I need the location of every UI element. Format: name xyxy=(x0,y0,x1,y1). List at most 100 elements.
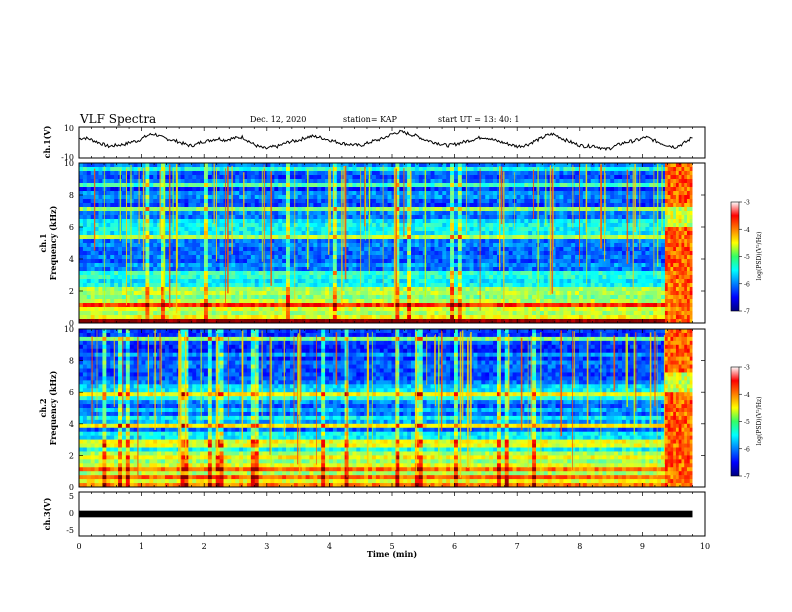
spectrogram-cell xyxy=(493,187,498,192)
spectrogram-cell xyxy=(161,287,166,292)
spectrogram-cell xyxy=(82,219,88,224)
spectrogram-cell xyxy=(204,215,209,220)
spectrogram-cell xyxy=(239,267,244,272)
spectrogram-cell xyxy=(379,247,384,252)
figure-title: VLF Spectra xyxy=(79,112,156,126)
spectrogram-cell xyxy=(329,259,334,264)
spectrogram-cell xyxy=(368,267,373,272)
spectrogram-cell xyxy=(98,267,103,272)
spectrogram-cell xyxy=(141,303,146,308)
spectrogram-cell xyxy=(254,167,259,172)
spectrogram-cell xyxy=(200,187,205,192)
spectrogram-cell xyxy=(204,275,209,280)
spectrogram-cell xyxy=(379,315,384,320)
spectrogram-cell xyxy=(411,179,416,184)
spectrogram-cell xyxy=(164,263,170,268)
spectrogram-cell xyxy=(551,311,556,316)
spectrogram-cell xyxy=(157,279,162,284)
spectrogram-cell xyxy=(137,271,142,276)
spectrogram-cell xyxy=(450,275,455,280)
spectrogram-cell xyxy=(129,187,134,192)
spectrogram-cell xyxy=(485,239,490,244)
spectrogram-cell xyxy=(309,283,314,288)
spectrogram-cell xyxy=(446,183,451,188)
spectrogram-cell xyxy=(258,287,263,292)
spectrogram-cell xyxy=(188,167,193,172)
spectrogram-cell xyxy=(309,175,314,180)
spectrogram-cell xyxy=(516,227,521,232)
spectrogram-cell xyxy=(98,279,103,284)
spectrogram-cell xyxy=(450,227,455,232)
spectrogram-cell xyxy=(79,207,84,212)
spectrogram-cell xyxy=(125,239,131,244)
spectrogram-cell xyxy=(86,235,92,240)
spectrogram-cell xyxy=(270,295,275,300)
spectrogram-cell xyxy=(473,311,478,316)
spectrogram-cell xyxy=(469,187,474,192)
spectrogram-cell xyxy=(442,163,447,168)
spectrogram-cell xyxy=(469,307,474,312)
spectrogram-cell xyxy=(356,179,361,184)
spectrogram-cell xyxy=(211,223,217,228)
spectrogram-cell xyxy=(164,291,170,296)
spectrogram-cell xyxy=(414,215,420,220)
spectrogram-cell xyxy=(282,175,287,180)
spectrogram-cell xyxy=(332,231,338,236)
spectrogram-cell xyxy=(94,279,99,284)
spectrogram-cell xyxy=(368,247,373,252)
spectrogram-cell xyxy=(407,275,412,280)
spectrogram-cell xyxy=(547,295,552,300)
spectrogram-cell xyxy=(157,215,162,220)
spectrogram-cell xyxy=(309,271,314,276)
spectrogram-cell xyxy=(489,203,494,208)
spectrogram-cell xyxy=(446,203,451,208)
spectrogram-cell xyxy=(551,251,556,256)
spectrogram-cell xyxy=(227,255,232,260)
spectrogram-cell xyxy=(114,275,119,280)
spectrogram-cell xyxy=(200,303,205,308)
spectrogram-cell xyxy=(551,299,556,304)
spectrogram-cell xyxy=(82,291,88,296)
spectrogram-cell xyxy=(219,239,224,244)
spectrogram-cell xyxy=(332,183,338,188)
spectrogram-cell xyxy=(282,199,287,204)
spectrogram-cell xyxy=(254,183,259,188)
spectrogram-cell xyxy=(485,275,490,280)
spectrogram-cell xyxy=(356,235,361,240)
spectrogram-cell xyxy=(481,191,486,196)
spectrogram-cell xyxy=(149,207,154,212)
spectrogram-cell xyxy=(348,259,353,264)
spectrogram-cell xyxy=(504,303,509,308)
spectrogram-cell xyxy=(176,243,181,248)
spectrogram-cell xyxy=(473,175,478,180)
spectrogram-cell xyxy=(344,179,349,184)
spectrogram-cell xyxy=(438,263,443,268)
spectrogram-cell xyxy=(418,199,424,204)
spectrogram-cell xyxy=(231,303,236,308)
spectrogram-cell xyxy=(340,171,345,176)
spectrogram-cell xyxy=(196,267,201,272)
spectrogram-cell xyxy=(325,207,330,212)
spectrogram-cell xyxy=(391,239,396,244)
spectrogram-cell xyxy=(352,259,357,264)
spectrogram-cell xyxy=(239,315,244,320)
spectrogram-cell xyxy=(278,191,283,196)
spectrogram-cell xyxy=(82,195,88,200)
spectrogram-cell xyxy=(407,191,412,196)
spectrogram-cell xyxy=(94,235,99,240)
spectrogram-cell xyxy=(254,275,259,280)
spectrogram-cell xyxy=(379,171,384,176)
spectrogram-cell xyxy=(301,167,306,172)
spectrogram-cell xyxy=(516,187,521,192)
spectrogram-cell xyxy=(141,271,146,276)
spectrogram-cell xyxy=(184,267,189,272)
spectrogram-cell xyxy=(250,267,256,272)
spectrogram-cell xyxy=(485,235,490,240)
spectrogram-cell xyxy=(121,231,127,236)
spectrogram-cell xyxy=(387,255,392,260)
spectrogram-cell xyxy=(180,243,185,248)
spectrogram-cell xyxy=(536,163,541,168)
spectrogram-cell xyxy=(454,319,459,324)
spectrogram-cell xyxy=(98,259,103,264)
spectrogram-cell xyxy=(184,223,189,228)
